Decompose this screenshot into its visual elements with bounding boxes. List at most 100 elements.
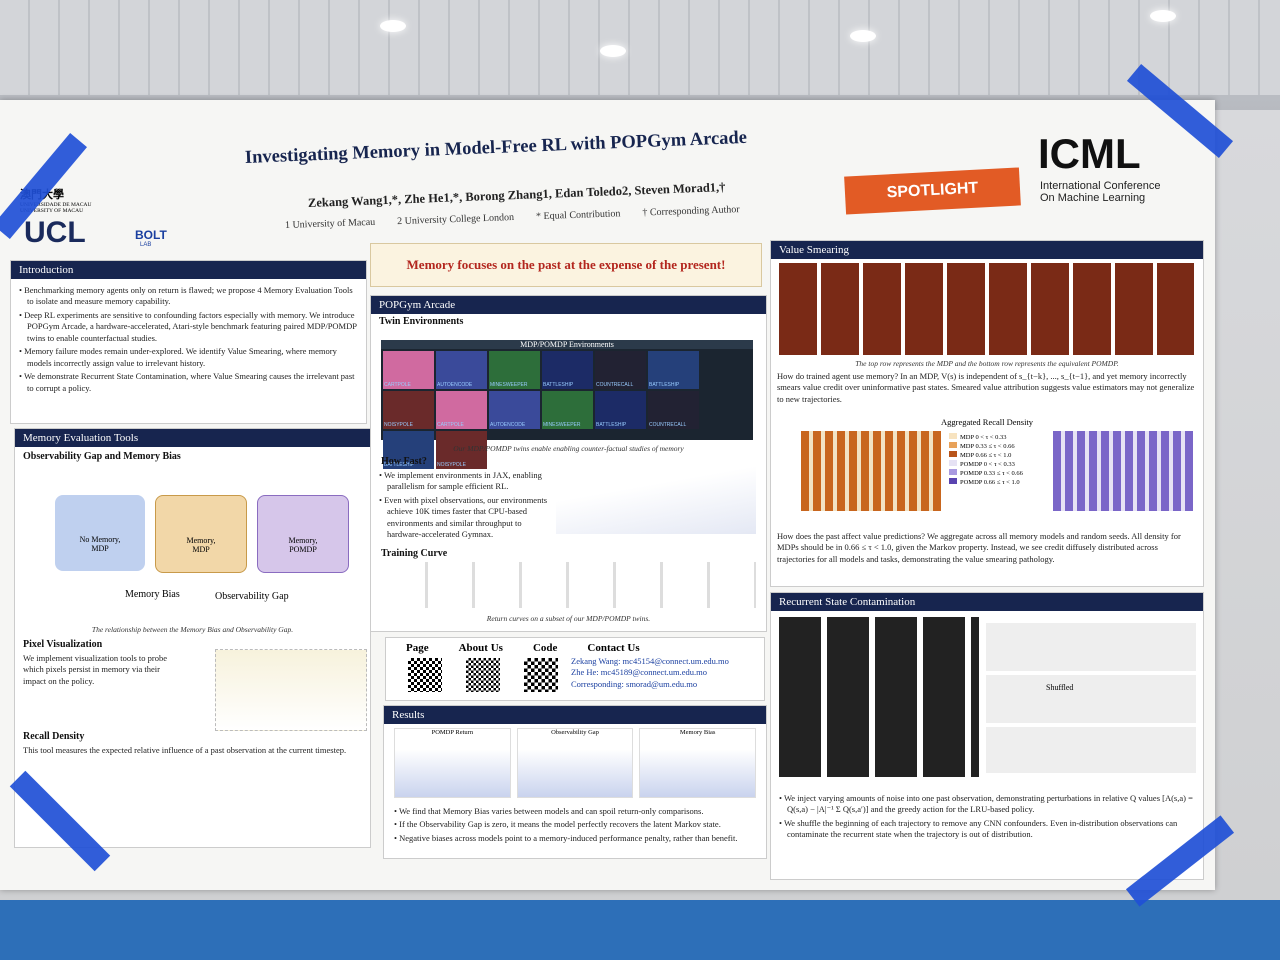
legend-label: MDP 0 < τ < 0.33 [960,434,1007,441]
bullet: If the Observability Gap is zero, it mea… [399,819,758,830]
legend-label: POMDP 0.66 ≤ τ < 1.0 [960,479,1020,487]
env-title: MDP/POMDP Environments [381,340,753,349]
results-section: Results POMDP Return Observability Gap Mem… [383,705,767,859]
env-thumbnail: BATTLESHIP [595,391,646,429]
section-heading: Results [384,706,766,724]
diagram-box: Memory, MDP [155,495,247,573]
bullet: Benchmarking memory agents only on retur… [24,285,360,308]
paragraph: This tool measures the expected relative… [23,745,347,755]
icml-line: On Machine Learning [1040,192,1146,205]
chart-title: POMDP Return [431,729,474,736]
contact-labels: Page About Us Code Contact Us [406,642,746,654]
caption: The relationship between the Memory Bias… [91,625,294,634]
affiliation: 1 University of Macau [284,216,376,231]
caption: Return curves on a subset of our MDP/POM… [486,614,651,623]
env-thumbnails: CARTPOLE AUTOENCODE MINESWEEPER BATTLESHIP C… [381,349,753,471]
noise-frames [779,617,979,777]
env-name: BATTLESHIP [543,382,574,388]
bullet: We find that Memory Bias varies between … [399,806,758,817]
result-chart: POMDP Return [394,728,511,798]
paragraph: How does the past affect value predictio… [777,531,1181,564]
bullet-list: We inject varying amounts of noise into … [777,791,1197,843]
bullet: We implement environments in JAX, enabli… [384,470,547,493]
env-name: MINESWEEPER [543,422,581,428]
env-name: NOISYPOLE [384,422,413,428]
speed-plots [556,456,756,534]
legend-swatch [949,469,957,476]
env-thumbnail: NOISYPOLE [383,391,434,429]
result-charts: POMDP Return Observability Gap Memory Bias [384,724,766,802]
env-name: MINESWEEPER [490,382,528,388]
ceiling-light [380,20,406,32]
legend: MDP 0 < τ < 0.33 MDP 0.33 ≤ τ < 0.66 MDP 0… [949,433,1023,488]
poster: 澳門大學 UNIVERSIDADE DE MACAU UNIVERSITY OF… [0,100,1215,890]
caption: The top row represents the MDP and the b… [855,359,1119,368]
popgym-section: POPGym Arcade Twin Environments MDP/POMD… [370,295,767,632]
diagram-box: No Memory, MDP [55,495,145,571]
paragraph: We implement visualization tools to prob… [23,653,168,686]
env-thumbnail: BATTLESHIP [648,351,699,389]
env-name: AUTOENCODE [437,382,473,388]
legend-entry: MDP 0.33 ≤ τ < 0.66 [949,442,1023,451]
subheading: Observability Gap and Memory Bias [23,451,181,462]
chart-title: Aggregated Recall Density [941,417,1034,427]
recall-bars-mdp [801,431,941,511]
bolt-logo: BOLT [135,228,167,242]
bullet: We inject varying amounts of noise into … [784,793,1197,816]
env-name: AUTOENCODE [490,422,526,428]
recall-bars-pomdp [1053,431,1193,511]
ceiling-light [600,45,626,57]
env-name: BATTLESHIP [596,422,627,428]
env-name: CARTPOLE [384,382,411,388]
bullet: Deep RL experiments are sensitive to con… [24,310,360,344]
bullet: We demonstrate Recurrent State Contamina… [24,371,360,394]
arrow-label: Observability Gap [215,591,289,602]
legend-label: POMDP 0.33 ≤ τ < 0.66 [960,470,1023,478]
env-thumbnail: MINESWEEPER [542,391,593,429]
legend-entry: POMDP 0 < τ < 0.33 [949,460,1023,469]
legend-swatch [949,478,957,485]
arrow-label: Memory Bias [125,589,180,600]
memory-tools-section: Memory Evaluation Tools Observability Ga… [14,428,371,848]
legend-label: MDP 0.33 ≤ τ < 0.66 [960,443,1015,451]
bullet: Memory failure modes remain under-explor… [24,346,360,369]
poster-title: Investigating Memory in Model-Free RL wi… [244,127,748,168]
icml-logo: ICML [1038,130,1141,177]
qr-code [466,658,500,692]
legend-swatch [949,442,957,449]
contamination-section: Recurrent State Contamination Shuffled W… [770,592,1204,880]
affiliation: 2 University College London [397,212,515,228]
ceiling-light [1150,10,1176,22]
box-label: Memory, [186,536,216,545]
paragraph: How do trained agent use memory? In an M… [777,371,1195,404]
env-name: COUNTRECALL [596,382,634,388]
section-heading: Value Smearing [771,241,1203,259]
legend-entry: MDP 0 < τ < 0.33 [949,433,1023,442]
contact-line: Corresponding: smorad@um.edu.mo [571,678,698,689]
contact-label: Code [532,642,558,654]
affiliation: † Corresponding Author [642,204,740,219]
logo-text: UNIVERSITY OF MACAU [20,208,84,214]
qr-code [524,658,558,692]
env-name: CARTPOLE [437,422,464,428]
env-name: BATTLESHIP [384,462,415,468]
caption: Our MDP/POMDP twins enable enabling coun… [453,444,684,453]
spotlight-badge: SPOTLIGHT [844,167,1021,215]
diagram-box: Memory, POMDP [257,495,349,573]
chart-title: Observability Gap [551,729,599,736]
box-label: MDP [91,544,109,553]
ceiling [0,0,1280,95]
chart-title: Memory Bias [679,729,716,736]
contact-label: Page [406,642,429,654]
ceiling-light [850,30,876,42]
subheading: Pixel Visualization [23,639,103,650]
section-heading: POPGym Arcade [371,296,766,314]
training-curves [381,562,756,608]
legend-label: MDP 0.66 ≤ τ < 1.0 [960,452,1012,460]
q-value-plots [986,623,1196,773]
legend-swatch [949,451,957,458]
bullet: Negative biases across models point to a… [399,833,758,844]
bolt-logo: LAB [140,242,152,248]
env-thumbnail: AUTOENCODE [489,391,540,429]
